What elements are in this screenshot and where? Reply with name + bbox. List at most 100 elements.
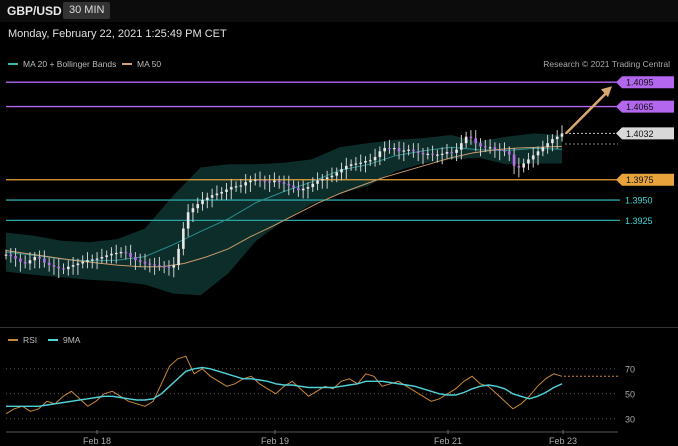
candle-body	[397, 148, 401, 152]
candle-body	[215, 193, 219, 196]
legend-rsi: RSI	[8, 335, 37, 345]
legend-label-ma50: MA 50	[137, 59, 162, 69]
candle-body	[196, 204, 200, 209]
candle-body	[484, 146, 487, 148]
level-tag-1.4065	[616, 100, 674, 113]
interval-button[interactable]: 30 MIN	[63, 2, 111, 19]
panel-divider	[0, 327, 678, 328]
candle-body	[507, 151, 511, 155]
candle-body	[129, 252, 132, 257]
level-tag-1.4095	[616, 76, 674, 89]
candle-body	[330, 175, 334, 178]
candle-body	[421, 152, 425, 155]
candle-body	[493, 147, 497, 150]
candle-body	[469, 136, 473, 139]
candle-body	[9, 254, 13, 257]
candle-body	[62, 268, 65, 270]
candle-body	[373, 156, 377, 161]
candle-body	[114, 252, 118, 255]
candle-body	[455, 149, 458, 153]
candle-body	[57, 266, 61, 269]
candle-body	[90, 259, 94, 261]
candle-body	[134, 256, 137, 261]
candle-body	[210, 195, 214, 198]
candle-body	[153, 264, 156, 266]
candle-body	[407, 149, 410, 151]
candle-body	[4, 254, 8, 256]
candle-body	[488, 147, 492, 149]
level-label-1.4095: 1.4095	[626, 78, 654, 88]
rsi-series-RSI	[5, 355, 563, 415]
candle-body	[225, 189, 228, 192]
candle-body	[239, 185, 243, 187]
candle-body	[95, 258, 99, 260]
candle-body	[555, 136, 559, 140]
candle-body	[378, 151, 382, 157]
candle-body	[277, 180, 281, 183]
x-tick-label: Feb 19	[261, 436, 289, 446]
candle-body	[359, 162, 362, 164]
legend-swatch-bollinger	[8, 63, 18, 65]
candle-body	[67, 266, 70, 270]
candle-body	[86, 260, 89, 262]
x-tick-label: Feb 23	[549, 436, 577, 446]
candle-body	[191, 208, 195, 213]
candle-body	[426, 153, 430, 155]
candle-body	[316, 180, 319, 184]
candle-body	[536, 151, 540, 156]
legend-label-rsi: RSI	[23, 335, 38, 345]
legend-label-9ma: 9MA	[63, 335, 81, 345]
candle-body	[297, 187, 300, 191]
candle-body	[517, 165, 521, 168]
candle-body	[47, 262, 51, 266]
candle-body	[234, 186, 238, 188]
candle-body	[253, 179, 257, 181]
legend-swatch-rsi	[8, 339, 18, 341]
candle-body	[110, 253, 113, 256]
candle-body	[416, 151, 420, 153]
candle-body	[541, 147, 545, 152]
candle-body	[460, 143, 463, 150]
candle-body	[186, 212, 190, 229]
candle-body	[436, 154, 439, 156]
symbol-label: GBP/USD	[7, 4, 62, 18]
candle-body	[177, 248, 180, 266]
current-price-label: 1.4032	[626, 129, 654, 139]
candle-body	[531, 155, 535, 160]
candle-body	[167, 266, 171, 268]
candle-body	[263, 180, 267, 182]
forecast-arrow-head	[601, 86, 612, 98]
candle-body	[340, 169, 343, 173]
level-label-1.3925: 1.3925	[625, 216, 653, 226]
candle-body	[119, 252, 123, 254]
candle-body	[445, 152, 449, 154]
candle-body	[124, 252, 128, 254]
candle-body	[287, 183, 291, 186]
candle-body	[162, 265, 166, 268]
candle-body	[143, 261, 147, 264]
candle-body	[282, 182, 286, 184]
candle-body	[14, 256, 17, 259]
candle-body	[392, 148, 396, 150]
candle-body	[503, 150, 506, 152]
legend-bollinger: MA 20 + Bollinger Bands	[8, 59, 116, 69]
candle-body	[220, 191, 223, 194]
legend-label-bollinger: MA 20 + Bollinger Bands	[23, 59, 117, 69]
candle-body	[474, 138, 478, 144]
current-price-tag	[616, 127, 674, 140]
candle-body	[440, 153, 444, 155]
datetime-label: Monday, February 22, 2021 1:25:49 PM CET	[8, 28, 227, 40]
candle-body	[172, 265, 176, 268]
bollinger-band-area	[6, 133, 562, 296]
candle-body	[100, 256, 104, 259]
candle-body	[498, 149, 501, 151]
candle-body	[301, 188, 305, 191]
candle-body	[52, 265, 56, 267]
candle-body	[345, 165, 348, 170]
candle-body	[138, 260, 142, 262]
candle-body	[43, 258, 46, 263]
candle-body	[450, 152, 454, 154]
candle-body	[28, 260, 32, 264]
level-tag-1.3975	[616, 173, 674, 186]
